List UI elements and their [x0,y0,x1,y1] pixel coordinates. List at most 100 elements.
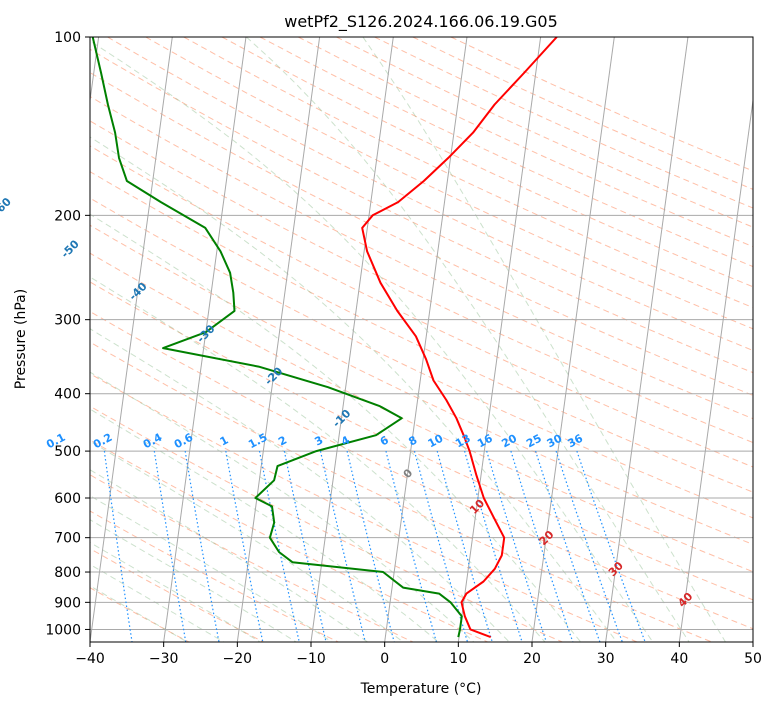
x-tick-label: −10 [296,651,326,667]
dry-adiabat [90,95,753,420]
mixing-ratio-line [510,450,574,642]
y-tick-label: 100 [54,30,81,46]
moist-adiabat [90,541,261,642]
dewpoint-profile-line [91,37,463,638]
isotherm-line [605,37,689,642]
isotherm-line [384,37,468,642]
mixing-ratio-label: 2 [276,433,289,448]
x-tick-label: 30 [597,651,615,667]
moist-adiabat [90,440,404,642]
chart-title: wetPf2_S126.2024.166.06.19.G05 [284,12,558,32]
dry-adiabat [107,37,753,352]
mixing-ratio-line [283,450,327,642]
mixing-ratio-label: 16 [475,432,495,451]
moist-adiabat [90,371,475,642]
mixing-ratio-label: 20 [499,432,519,451]
moist-adiabat [90,495,333,642]
mixing-ratio-line [464,450,523,642]
dry-adiabat [90,439,488,642]
plot-frame [89,36,754,643]
y-tick-label: 400 [54,387,81,403]
dry-adiabat [221,37,753,288]
mixing-ratio-line [535,450,601,642]
dry-adiabat [90,510,339,642]
x-tick-label: 20 [523,651,541,667]
isotherm-line [457,37,542,642]
moist-adiabat [90,40,654,642]
dry-adiabat [90,197,753,519]
y-tick-label: 1000 [45,622,81,638]
moist-adiabat [90,328,510,642]
moist-adiabat [90,519,297,642]
x-tick-label: −20 [223,651,253,667]
mixing-ratio-line [413,450,469,642]
mixing-ratio-label: 1 [218,433,231,448]
moist-adiabat [90,276,546,642]
isotherm-label: 20 [537,528,557,548]
dry-adiabat [90,310,753,630]
moist-adiabat [90,408,439,642]
dry-adiabat [90,587,190,642]
isotherm-label: -10 [330,407,353,430]
dry-adiabat [90,71,753,396]
mixing-ratio-label: 36 [565,432,585,451]
isotherm-line [752,638,753,642]
isotherm-label: -50 [59,237,82,260]
mixing-ratio-label: 13 [453,432,473,451]
mixing-ratio-line [385,450,437,642]
x-tick-label: 40 [670,651,688,667]
y-tick-label: 200 [54,208,81,224]
dry-adiabat [90,120,753,444]
dry-adiabat [90,281,753,601]
y-tick-label: 800 [54,565,81,581]
isotherm-label: -60 [0,195,14,218]
mixing-ratio-label: 30 [545,432,565,451]
mixing-ratio-label: 10 [426,432,446,451]
mixing-ratio-label: 25 [524,432,544,451]
dry-adiabat [183,37,753,309]
moist-adiabat [90,136,618,642]
y-axis-title: Pressure (hPa) [13,289,29,389]
isotherm-label: -40 [126,280,149,303]
x-tick-label: −30 [149,651,179,667]
mixing-ratio-label: 8 [406,433,419,448]
isotherm-line [163,37,247,642]
mixing-ratio-line [555,450,623,642]
plot-area [90,37,753,642]
moist-adiabat [90,213,582,642]
mixing-ratio-label: 0.4 [141,431,165,452]
isotherm-line [90,37,173,642]
mixing-ratio-line [225,450,264,642]
y-tick-label: 300 [54,313,81,329]
isotherm-label: 30 [606,559,626,579]
isotherm-line [678,96,753,642]
x-tick-label: 10 [449,651,467,667]
mixing-ratio-line [319,450,366,642]
isotherm-line [531,37,615,642]
mixing-ratio-line [103,451,133,642]
dry-adiabat [90,48,753,374]
x-tick-label: −40 [75,651,105,667]
dry-adiabat [90,171,753,493]
dry-adiabat [90,373,638,642]
mixing-ratio-line [436,450,493,642]
dry-adiabat [145,37,753,330]
x-axis-title: Temperature (°C) [360,681,482,697]
mixing-ratio-line [184,451,220,642]
moist-adiabat [246,37,690,642]
dry-adiabat [90,341,712,642]
mixing-ratio-line [486,450,547,642]
y-tick-label: 600 [54,491,81,507]
y-tick-label: 700 [54,531,81,547]
mixing-ratio-label: 6 [378,433,391,448]
dry-adiabat [90,224,753,545]
mixing-ratio-line [346,450,395,642]
mixing-ratio-label: 3 [312,433,325,448]
mixing-ratio-label: 0.2 [91,431,114,452]
temperature-profile-line [361,37,558,639]
dry-adiabat [90,405,563,642]
dry-adiabat [90,252,753,573]
dry-adiabat [90,548,264,642]
x-tick-label: 50 [744,651,762,667]
